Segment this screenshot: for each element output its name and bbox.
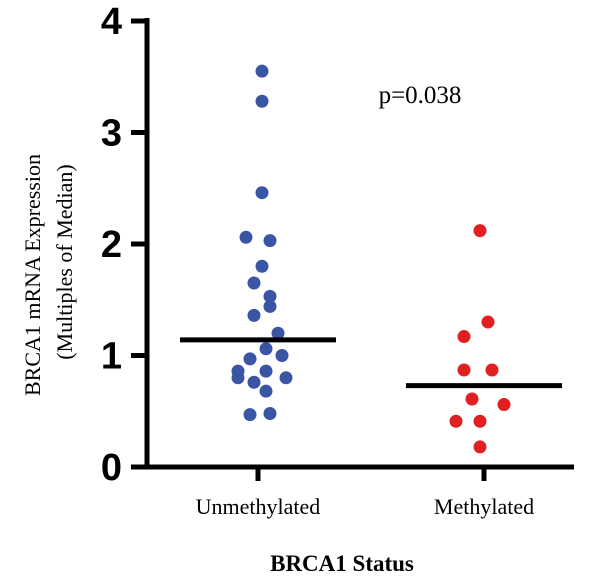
data-point-unmethylated	[271, 326, 285, 340]
data-point-methylated	[457, 363, 471, 377]
data-point-unmethylated	[259, 364, 273, 378]
data-point-unmethylated	[255, 186, 269, 200]
data-point-unmethylated	[255, 94, 269, 108]
data-point-methylated	[473, 440, 487, 454]
data-point-unmethylated	[279, 371, 293, 385]
x-tick-label-methylated: Methylated	[434, 494, 534, 519]
data-point-unmethylated	[255, 259, 269, 273]
data-point-methylated	[497, 398, 511, 412]
data-point-unmethylated	[263, 406, 277, 420]
data-point-methylated	[473, 414, 487, 428]
data-point-methylated	[485, 363, 499, 377]
data-point-unmethylated	[263, 234, 277, 248]
data-point-unmethylated	[243, 408, 257, 422]
data-point-methylated	[457, 330, 471, 344]
data-point-methylated	[473, 224, 487, 238]
data-point-methylated	[465, 392, 479, 406]
data-point-unmethylated	[247, 375, 261, 389]
data-point-unmethylated	[247, 308, 261, 322]
data-point-unmethylated	[247, 276, 261, 290]
data-point-unmethylated	[263, 289, 277, 303]
data-point-unmethylated	[263, 299, 277, 313]
data-point-methylated	[481, 315, 495, 329]
y-tick-label: 0	[101, 447, 122, 489]
data-point-unmethylated	[231, 371, 245, 385]
data-point-unmethylated	[259, 342, 273, 356]
y-tick-label: 2	[101, 224, 122, 266]
y-tick-label: 1	[101, 336, 122, 378]
x-axis-title: BRCA1 Status	[270, 551, 414, 576]
data-point-unmethylated	[243, 352, 257, 366]
y-axis-title-line2: (Multiples of Median)	[52, 164, 77, 360]
data-point-methylated	[449, 414, 463, 428]
y-axis-title-line1: BRCA1 mRNA Expression	[20, 154, 45, 396]
data-point-unmethylated	[275, 349, 289, 362]
y-tick-label: 4	[101, 1, 122, 43]
p-value-annotation: p=0.038	[379, 82, 462, 109]
y-tick-label: 3	[101, 113, 122, 155]
x-tick-label-unmethylated: Unmethylated	[196, 494, 321, 519]
data-point-unmethylated	[255, 64, 269, 78]
data-point-unmethylated	[259, 384, 273, 398]
data-point-unmethylated	[239, 230, 253, 244]
